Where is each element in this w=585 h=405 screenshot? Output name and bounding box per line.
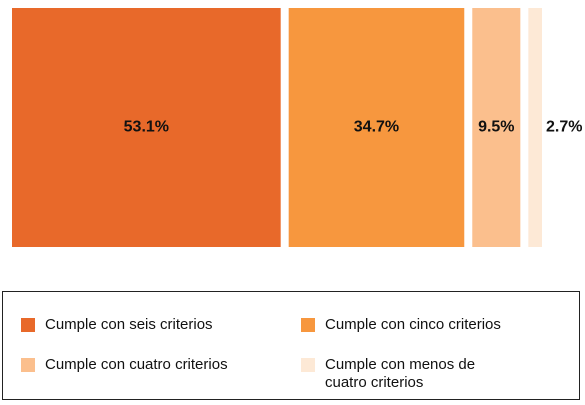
- bar-segment: [472, 8, 521, 247]
- legend-swatch: [301, 358, 315, 372]
- legend-item: Cumple con seis criterios: [21, 316, 213, 334]
- bar-segment: [288, 8, 465, 247]
- legend-item: Cumple con cuatro criterios: [21, 356, 228, 374]
- legend: Cumple con seis criterios Cumple con cinc…: [2, 291, 580, 400]
- legend-item: Cumple con cinco criterios: [301, 316, 501, 334]
- legend-label: Cumple con cinco criterios: [325, 316, 501, 333]
- data-label: 34.7%: [354, 119, 399, 136]
- legend-swatch: [21, 318, 35, 332]
- legend-label: Cumple con cuatro criterios: [45, 356, 228, 373]
- bar-segment: [528, 8, 542, 247]
- legend-swatch: [301, 318, 315, 332]
- chart: 53.1% 34.7% 9.5% 2.7%: [12, 8, 582, 247]
- legend-label: Cumple con seis criterios: [45, 316, 213, 333]
- legend-item: Cumple con menos de cuatro criterios: [301, 356, 505, 392]
- bar-segment: [12, 8, 281, 247]
- data-label: 9.5%: [478, 119, 514, 136]
- data-label: 2.7%: [546, 119, 582, 136]
- legend-label: Cumple con menos de cuatro criterios: [325, 356, 476, 391]
- data-label: 53.1%: [124, 119, 169, 136]
- legend-swatch: [21, 358, 35, 372]
